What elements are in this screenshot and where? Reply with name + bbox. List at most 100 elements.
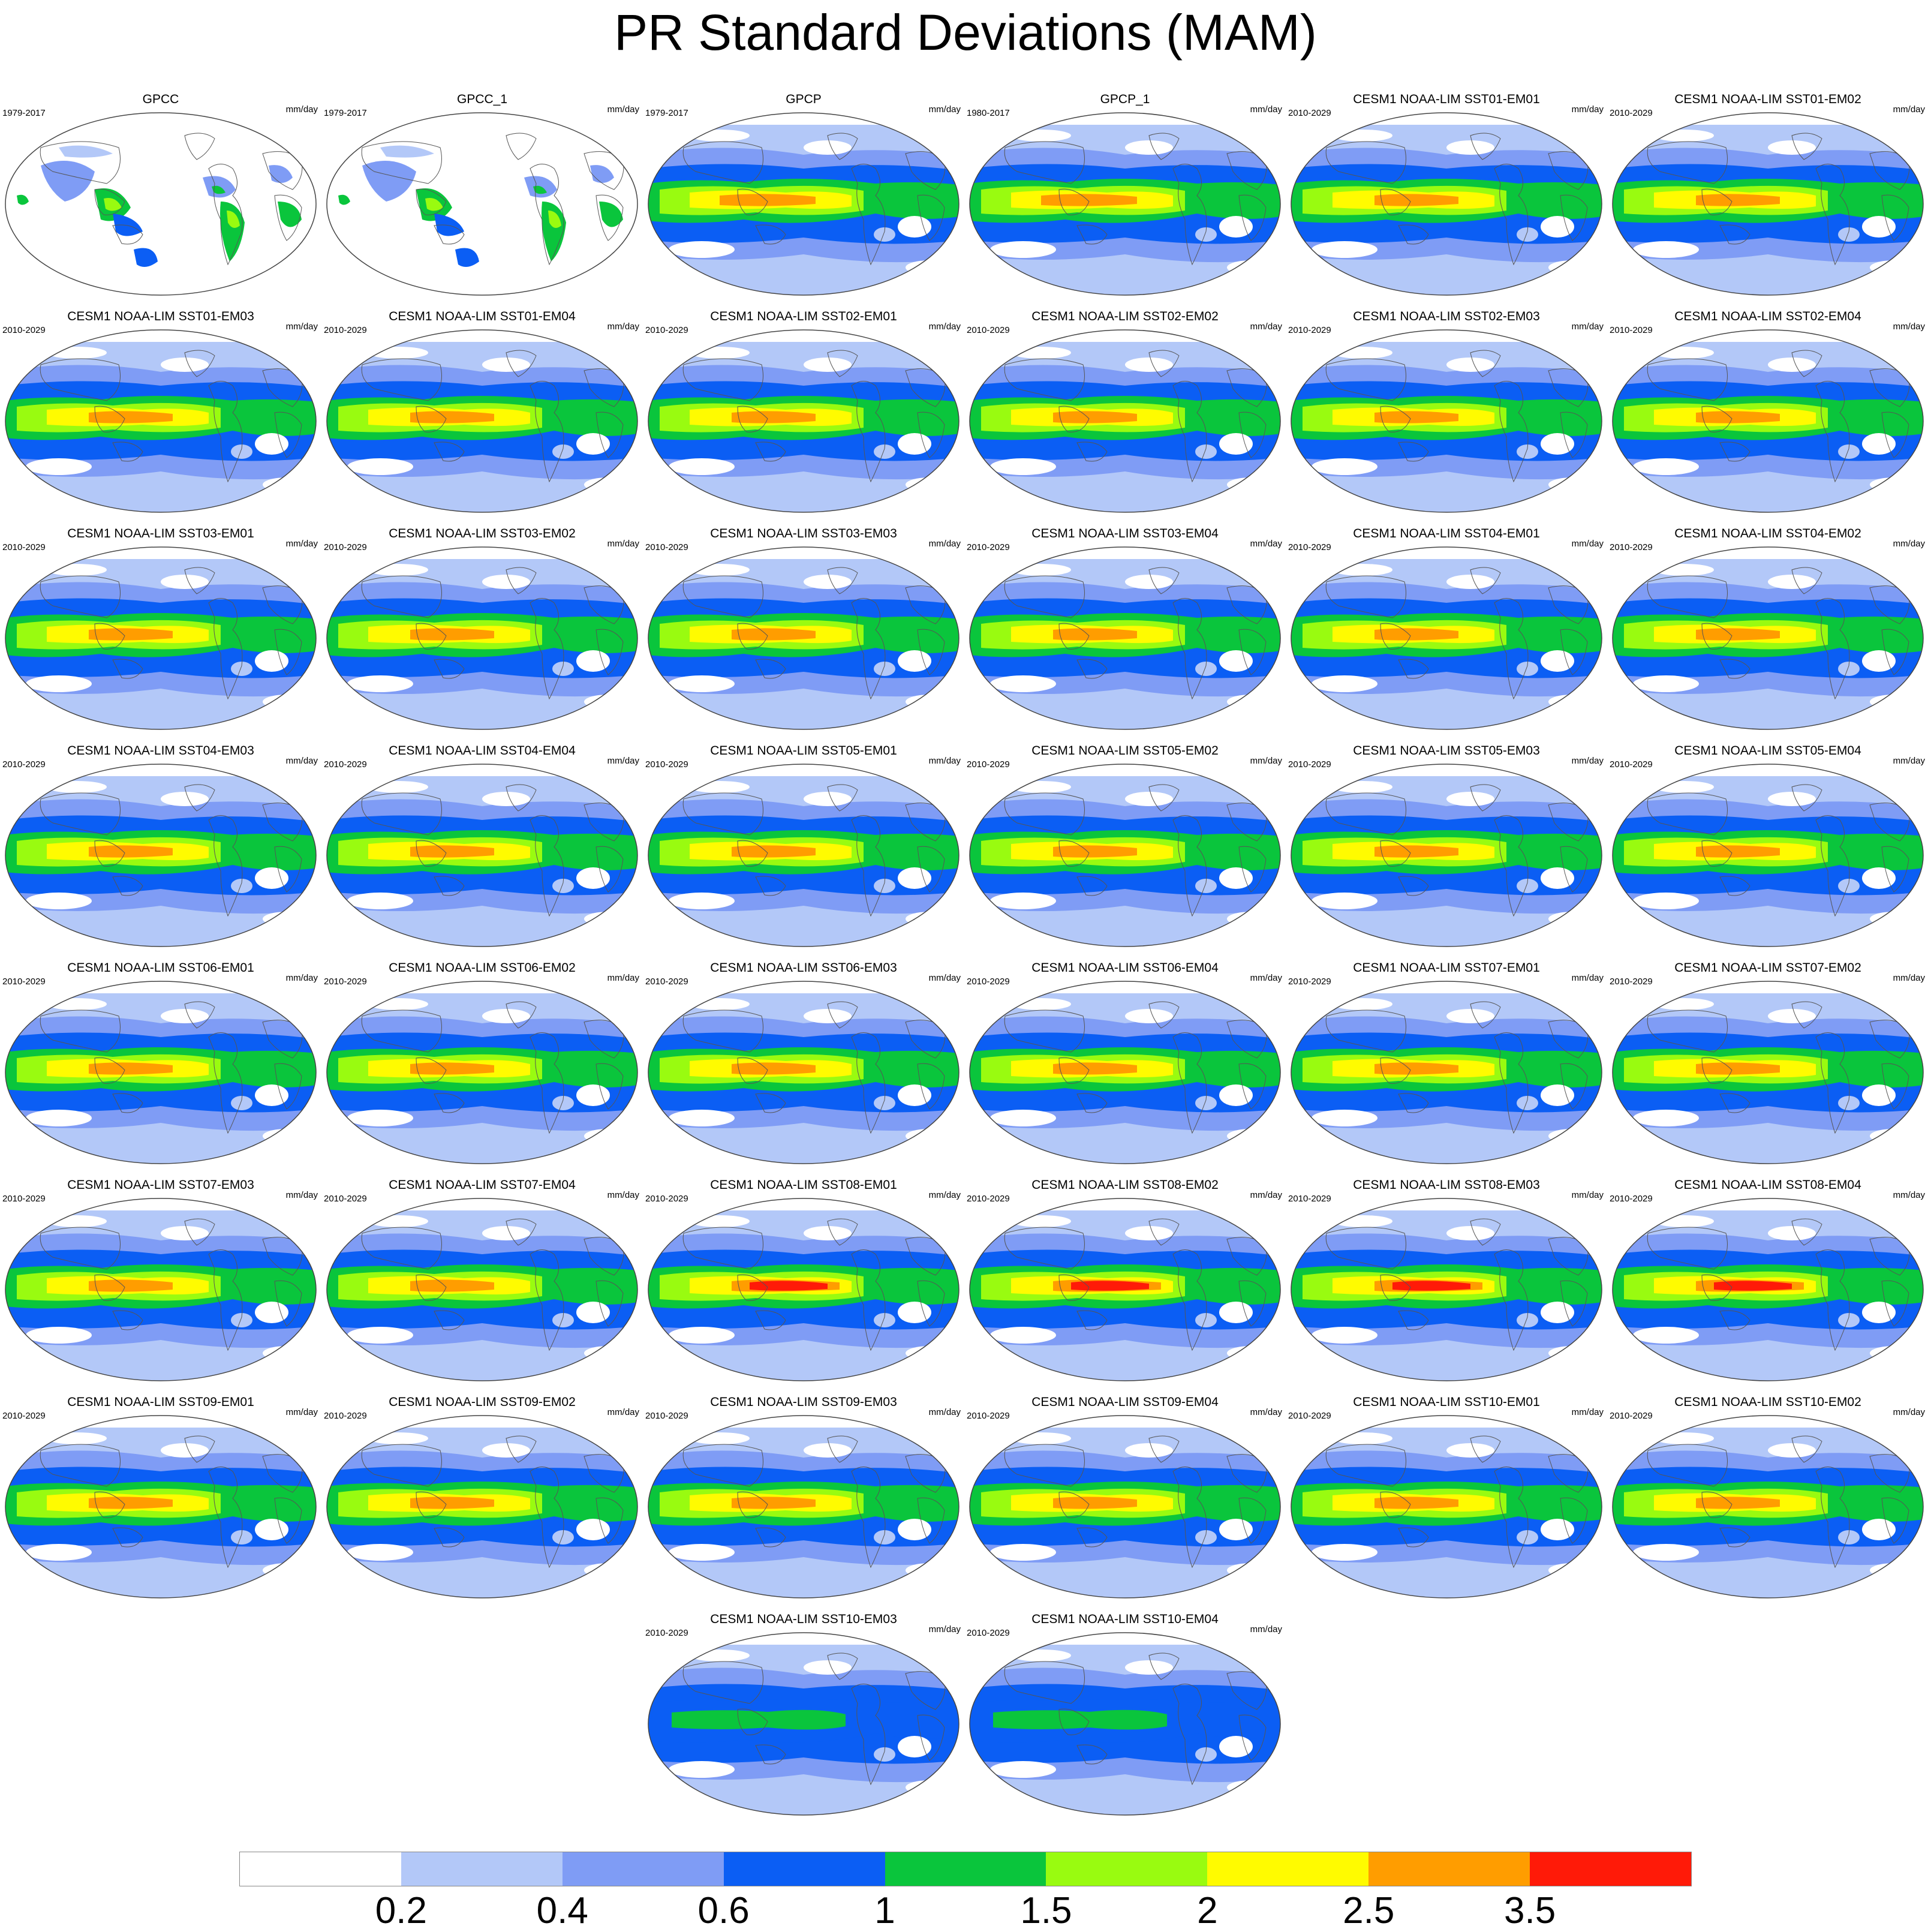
map-panel: CESM1 NOAA-LIM SST04-EM02 2010-2029 mm/day xyxy=(1607,525,1929,743)
panel-map xyxy=(1291,1197,1602,1385)
panel-units: mm/day xyxy=(1571,104,1604,115)
panel-title: CESM1 NOAA-LIM SST05-EM02 xyxy=(1031,744,1219,758)
map-panel: CESM1 NOAA-LIM SST02-EM01 2010-2029 mm/day xyxy=(643,308,964,525)
map-plot xyxy=(969,764,1281,947)
panel-units: mm/day xyxy=(607,1407,639,1417)
map-panel: CESM1 NOAA-LIM SST01-EM02 2010-2029 mm/day xyxy=(1607,91,1929,308)
map-panel: CESM1 NOAA-LIM SST03-EM03 2010-2029 mm/day xyxy=(643,525,964,743)
panel-title: CESM1 NOAA-LIM SST04-EM04 xyxy=(389,744,576,758)
map-plot xyxy=(648,546,960,730)
panel-map xyxy=(1291,763,1602,951)
map-panel: CESM1 NOAA-LIM SST08-EM02 2010-2029 mm/day xyxy=(964,1177,1286,1394)
panel-title: GPCC xyxy=(142,92,179,106)
map-panel: CESM1 NOAA-LIM SST06-EM01 2010-2029 mm/day xyxy=(0,960,321,1177)
panel-units: mm/day xyxy=(285,1190,318,1200)
map-plot xyxy=(969,546,1281,730)
panel-map xyxy=(1612,763,1924,951)
panel-period: 2010-2029 xyxy=(1610,108,1653,118)
map-plot xyxy=(1612,112,1924,296)
figure-title: PR Standard Deviations (MAM) xyxy=(614,4,1317,61)
panel-units: mm/day xyxy=(928,104,961,115)
panel-map xyxy=(969,763,1281,951)
panel-period: 2010-2029 xyxy=(1288,1194,1331,1204)
panel-period: 2010-2029 xyxy=(967,759,1010,770)
map-panel: CESM1 NOAA-LIM SST08-EM01 2010-2029 mm/day xyxy=(643,1177,964,1394)
panel-period: 2010-2029 xyxy=(645,759,688,770)
map-panel: CESM1 NOAA-LIM SST04-EM01 2010-2029 mm/day xyxy=(1286,525,1607,743)
map-plot xyxy=(969,1415,1281,1599)
panel-period: 2010-2029 xyxy=(967,1628,1010,1638)
map-plot xyxy=(969,981,1281,1164)
panel-period: 2010-2029 xyxy=(645,542,688,552)
map-plot xyxy=(1612,1415,1924,1599)
panel-units: mm/day xyxy=(285,104,318,115)
colorbar-swatch xyxy=(885,1852,1046,1886)
panel-period: 2010-2029 xyxy=(1610,1411,1653,1421)
panel-units: mm/day xyxy=(928,756,961,766)
panel-title: CESM1 NOAA-LIM SST02-EM04 xyxy=(1674,310,1861,323)
panel-map xyxy=(1612,980,1924,1168)
panel-period: 2010-2029 xyxy=(1288,1411,1331,1421)
colorbar-tick-label: 1 xyxy=(874,1890,895,1931)
map-plot xyxy=(326,329,638,513)
panel-title: CESM1 NOAA-LIM SST03-EM02 xyxy=(389,527,576,540)
panel-map xyxy=(326,980,638,1168)
panel-title: CESM1 NOAA-LIM SST01-EM03 xyxy=(67,310,254,323)
panel-units: mm/day xyxy=(928,322,961,332)
map-panel: GPCP_1 1980-2017 mm/day xyxy=(964,91,1286,308)
panel-units: mm/day xyxy=(1893,973,1925,983)
map-plot xyxy=(1612,546,1924,730)
panel-title: CESM1 NOAA-LIM SST10-EM03 xyxy=(710,1612,897,1626)
map-plot xyxy=(1291,981,1602,1164)
panel-map xyxy=(1612,546,1924,734)
panel-period: 2010-2029 xyxy=(324,759,367,770)
map-plot xyxy=(1291,1198,1602,1381)
panel-map xyxy=(5,1197,317,1385)
map-panel: CESM1 NOAA-LIM SST10-EM04 2010-2029 mm/day xyxy=(964,1611,1286,1828)
panel-units: mm/day xyxy=(1893,1407,1925,1417)
map-plot xyxy=(648,1415,960,1599)
panel-period: 2010-2029 xyxy=(1610,325,1653,335)
panel-period: 2010-2029 xyxy=(2,325,46,335)
panel-units: mm/day xyxy=(285,539,318,549)
map-plot xyxy=(969,1198,1281,1381)
panel-title: CESM1 NOAA-LIM SST01-EM01 xyxy=(1353,92,1540,106)
map-plot xyxy=(326,112,638,296)
panel-period: 2010-2029 xyxy=(2,976,46,987)
panel-map xyxy=(326,112,638,299)
colorbar-labels: 0.2 0.4 0.6 1 1.5 2 2.5 3.5 xyxy=(240,1889,1691,1931)
map-plot xyxy=(1612,1198,1924,1381)
map-plot xyxy=(1291,764,1602,947)
panel-map xyxy=(648,1197,960,1385)
map-panel: CESM1 NOAA-LIM SST07-EM02 2010-2029 mm/day xyxy=(1607,960,1929,1177)
panel-units: mm/day xyxy=(928,1190,961,1200)
colorbar-tick-label: 2 xyxy=(1197,1890,1218,1931)
panel-map xyxy=(1612,329,1924,516)
panel-map xyxy=(969,329,1281,516)
panel-map xyxy=(5,763,317,951)
panel-map xyxy=(5,1414,317,1602)
panel-title: CESM1 NOAA-LIM SST08-EM04 xyxy=(1674,1178,1861,1192)
panel-units: mm/day xyxy=(1250,322,1282,332)
map-panel: CESM1 NOAA-LIM SST03-EM02 2010-2029 mm/day xyxy=(321,525,643,743)
panel-units: mm/day xyxy=(1571,756,1604,766)
panel-map xyxy=(969,1197,1281,1385)
panel-map xyxy=(969,112,1281,299)
panel-title: CESM1 NOAA-LIM SST10-EM02 xyxy=(1674,1395,1861,1409)
panel-period: 2010-2029 xyxy=(1610,759,1653,770)
map-panel: CESM1 NOAA-LIM SST05-EM04 2010-2029 mm/day xyxy=(1607,743,1929,960)
panel-title: CESM1 NOAA-LIM SST01-EM04 xyxy=(389,310,576,323)
panel-period: 2010-2029 xyxy=(967,1411,1010,1421)
panel-period: 2010-2029 xyxy=(1288,542,1331,552)
panel-map xyxy=(969,980,1281,1168)
panel-units: mm/day xyxy=(1250,539,1282,549)
panel-map xyxy=(1291,1414,1602,1602)
panel-map xyxy=(1291,112,1602,299)
map-panel: CESM1 NOAA-LIM SST07-EM04 2010-2029 mm/day xyxy=(321,1177,643,1394)
panel-map xyxy=(969,546,1281,734)
panel-title: CESM1 NOAA-LIM SST10-EM04 xyxy=(1031,1612,1219,1626)
colorbar xyxy=(239,1852,1692,1886)
panel-period: 2010-2029 xyxy=(2,1411,46,1421)
map-plot xyxy=(1612,764,1924,947)
map-panel: CESM1 NOAA-LIM SST08-EM04 2010-2029 mm/day xyxy=(1607,1177,1929,1394)
